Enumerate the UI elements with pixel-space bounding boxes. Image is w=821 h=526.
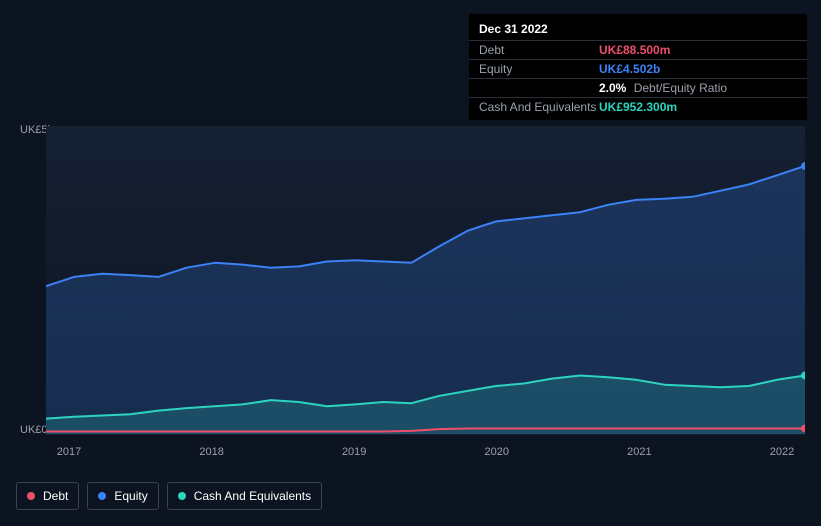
tooltip-value: 2.0% xyxy=(599,81,626,95)
tooltip-label xyxy=(479,81,599,95)
legend-label: Equity xyxy=(114,489,147,503)
tooltip-row: Equity UK£4.502b xyxy=(469,59,807,78)
x-tick-label: 2021 xyxy=(616,446,662,458)
x-tick-label: 2022 xyxy=(759,446,805,458)
tooltip-value: UK£4.502b xyxy=(599,62,660,76)
tooltip-label: Cash And Equivalents xyxy=(479,100,599,114)
chart: UK£5b UK£0 2017 2018 2019 2020 2021 2022 xyxy=(16,126,805,510)
tooltip-row: Cash And Equivalents UK£952.300m xyxy=(469,97,807,116)
tooltip-suffix: Debt/Equity Ratio xyxy=(634,81,727,95)
legend-label: Cash And Equivalents xyxy=(194,489,311,503)
legend-item-cash[interactable]: Cash And Equivalents xyxy=(167,482,322,510)
chart-legend: Debt Equity Cash And Equivalents xyxy=(16,482,322,510)
y-tick-label: UK£0 xyxy=(20,424,48,436)
legend-item-debt[interactable]: Debt xyxy=(16,482,79,510)
tooltip-label: Debt xyxy=(479,43,599,57)
chart-tooltip-card: Dec 31 2022 Debt UK£88.500m Equity UK£4.… xyxy=(469,14,807,120)
x-tick-label: 2017 xyxy=(46,446,92,458)
tooltip-row: 2.0% Debt/Equity Ratio xyxy=(469,78,807,97)
tooltip-label: Equity xyxy=(479,62,599,76)
chart-plot[interactable] xyxy=(46,126,805,444)
legend-item-equity[interactable]: Equity xyxy=(87,482,158,510)
legend-label: Debt xyxy=(43,489,68,503)
legend-dot-icon xyxy=(27,492,35,500)
x-axis: 2017 2018 2019 2020 2021 2022 xyxy=(46,446,805,458)
tooltip-value: UK£88.500m xyxy=(599,43,670,57)
tooltip-value: UK£952.300m xyxy=(599,100,677,114)
tooltip-row: Debt UK£88.500m xyxy=(469,40,807,59)
x-tick-label: 2019 xyxy=(331,446,377,458)
legend-dot-icon xyxy=(178,492,186,500)
x-tick-label: 2020 xyxy=(474,446,520,458)
legend-dot-icon xyxy=(98,492,106,500)
x-tick-label: 2018 xyxy=(189,446,235,458)
tooltip-date: Dec 31 2022 xyxy=(469,18,807,40)
